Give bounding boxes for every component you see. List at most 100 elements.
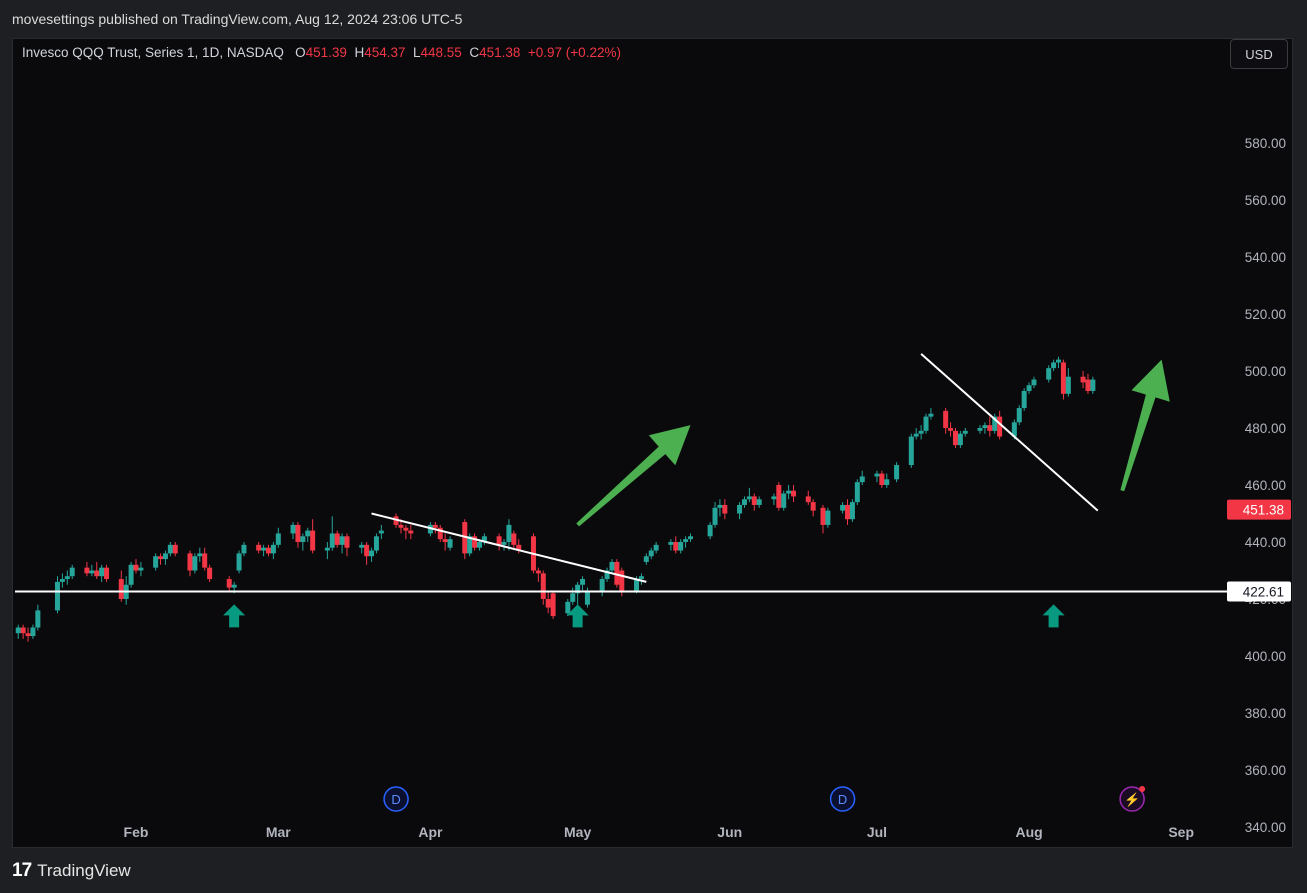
candle-body[interactable] xyxy=(1021,390,1027,409)
candle-body[interactable] xyxy=(398,524,404,528)
candle-body[interactable] xyxy=(1011,422,1017,437)
candle-body[interactable] xyxy=(550,593,556,617)
candle-body[interactable] xyxy=(344,536,350,548)
candle-body[interactable] xyxy=(231,584,237,588)
candle-body[interactable] xyxy=(275,533,281,545)
candle-body[interactable] xyxy=(643,556,649,562)
candle-body[interactable] xyxy=(270,544,276,554)
candle-body[interactable] xyxy=(506,524,512,542)
candle-body[interactable] xyxy=(334,533,340,545)
candle-body[interactable] xyxy=(84,567,90,574)
candle-body[interactable] xyxy=(825,510,831,525)
candle-body[interactable] xyxy=(54,581,60,611)
candle-body[interactable] xyxy=(501,542,507,545)
candle-body[interactable] xyxy=(741,499,747,505)
candle-body[interactable] xyxy=(207,567,213,580)
candle-body[interactable] xyxy=(687,536,693,540)
candle-body[interactable] xyxy=(241,544,247,554)
candle-body[interactable] xyxy=(197,553,203,557)
candle-body[interactable] xyxy=(187,553,193,571)
candle-body[interactable] xyxy=(261,547,267,551)
chart-pane[interactable]: 580.00 560.00 540.00 520.00 500.00 480.00 460.… xyxy=(12,38,1293,848)
candle-body[interactable] xyxy=(20,627,26,634)
candle-body[interactable] xyxy=(162,553,168,560)
candle-body[interactable] xyxy=(874,473,880,477)
candle-body[interactable] xyxy=(300,536,306,542)
candle-body[interactable] xyxy=(879,473,885,485)
candle-body[interactable] xyxy=(913,433,919,437)
candle-body[interactable] xyxy=(634,579,640,591)
candle-body[interactable] xyxy=(854,482,860,503)
candle-body[interactable] xyxy=(771,496,777,500)
candle-body[interactable] xyxy=(992,416,998,431)
candle-body[interactable] xyxy=(442,539,448,542)
candle-body[interactable] xyxy=(369,550,375,557)
candle-body[interactable] xyxy=(359,544,365,548)
candle-body[interactable] xyxy=(619,570,625,591)
candle-body[interactable] xyxy=(928,413,934,417)
candle-body[interactable] xyxy=(1026,385,1032,391)
candle-body[interactable] xyxy=(64,576,70,580)
candle-body[interactable] xyxy=(118,579,124,599)
candle-body[interactable] xyxy=(256,544,262,551)
candle-body[interactable] xyxy=(614,561,620,585)
candle-body[interactable] xyxy=(604,570,610,580)
candle-body[interactable] xyxy=(15,627,21,634)
candle-body[interactable] xyxy=(840,504,846,511)
trendline[interactable] xyxy=(371,512,647,583)
candle-body[interactable] xyxy=(786,490,792,494)
candle-body[interactable] xyxy=(1051,362,1057,369)
big-arrow-up[interactable] xyxy=(1120,359,1170,492)
candle-body[interactable] xyxy=(609,561,615,571)
candle-body[interactable] xyxy=(403,527,409,531)
candle-body[interactable] xyxy=(94,570,100,577)
candle-body[interactable] xyxy=(717,504,723,508)
candle-body[interactable] xyxy=(511,533,517,545)
candle-body[interactable] xyxy=(737,504,743,514)
candle-body[interactable] xyxy=(565,601,571,614)
candle-body[interactable] xyxy=(923,416,929,431)
candle-body[interactable] xyxy=(158,556,164,560)
dividend-marker-icon[interactable] xyxy=(383,786,409,812)
candle-body[interactable] xyxy=(467,536,473,554)
candle-body[interactable] xyxy=(918,430,924,434)
candle-body[interactable] xyxy=(476,542,482,548)
candle-body[interactable] xyxy=(89,570,95,574)
candle-body[interactable] xyxy=(373,536,379,551)
candle-body[interactable] xyxy=(948,428,954,431)
candle-body[interactable] xyxy=(845,504,851,520)
candle-body[interactable] xyxy=(30,627,36,637)
candle-body[interactable] xyxy=(997,416,1003,437)
candle-body[interactable] xyxy=(1056,359,1062,363)
candle-body[interactable] xyxy=(584,590,590,605)
candle-body[interactable] xyxy=(599,579,605,591)
candle-body[interactable] xyxy=(128,564,134,585)
candle-body[interactable] xyxy=(496,536,502,545)
candle-body[interactable] xyxy=(638,576,644,580)
candle-body[interactable] xyxy=(746,496,752,500)
candle-body[interactable] xyxy=(226,579,232,588)
candle-body[interactable] xyxy=(957,433,963,446)
candle-body[interactable] xyxy=(516,544,522,551)
candle-body[interactable] xyxy=(290,524,296,534)
marker-arrow-up-icon[interactable] xyxy=(223,604,246,628)
marker-arrow-up-icon[interactable] xyxy=(566,604,589,628)
candle-body[interactable] xyxy=(481,536,487,542)
candle-body[interactable] xyxy=(324,547,330,551)
candle-body[interactable] xyxy=(791,490,797,497)
currency-button[interactable]: USD xyxy=(1230,39,1288,69)
candle-body[interactable] xyxy=(678,542,684,551)
earnings-marker-icon[interactable] xyxy=(1119,786,1145,812)
candle-body[interactable] xyxy=(329,533,335,548)
candle-body[interactable] xyxy=(810,502,816,511)
candle-body[interactable] xyxy=(722,504,728,514)
marker-arrow-up-icon[interactable] xyxy=(1042,604,1065,628)
candle-body[interactable] xyxy=(202,553,208,568)
candle-body[interactable] xyxy=(447,539,453,548)
candle-body[interactable] xyxy=(673,542,679,551)
candle-body[interactable] xyxy=(575,584,581,594)
candle-body[interactable] xyxy=(540,573,546,599)
candle-body[interactable] xyxy=(545,599,551,608)
candle-body[interactable] xyxy=(472,536,478,548)
candle-body[interactable] xyxy=(977,428,983,431)
